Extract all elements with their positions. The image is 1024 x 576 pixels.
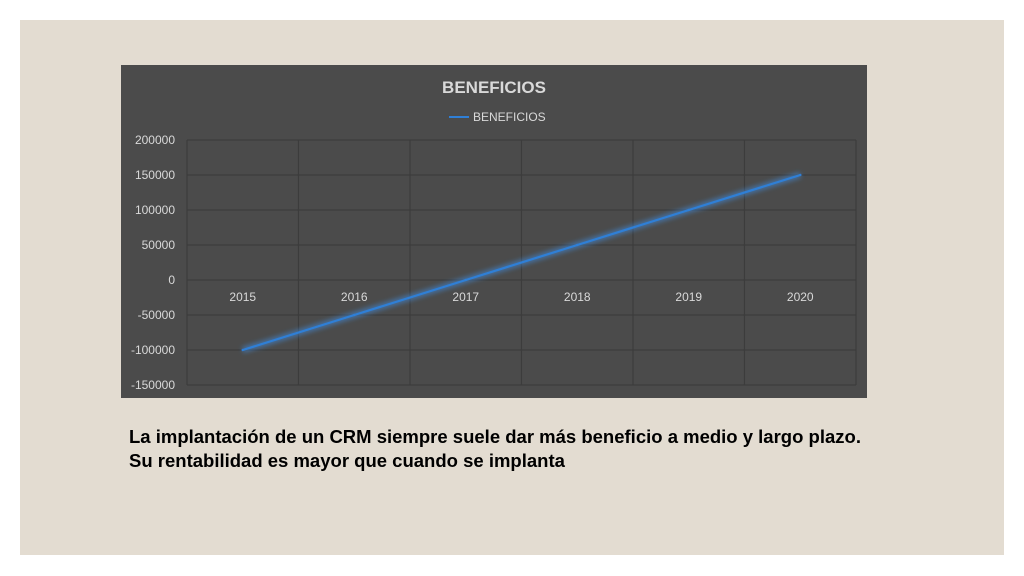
- x-tick-label: 2020: [787, 290, 814, 304]
- legend-label: BENEFICIOS: [473, 110, 546, 124]
- x-axis-ticks: 2015 2016 2017 2018 2019 2020: [229, 290, 814, 304]
- x-tick-label: 2018: [564, 290, 591, 304]
- x-tick-label: 2016: [341, 290, 368, 304]
- series-beneficios: [241, 172, 802, 353]
- data-point: [687, 208, 690, 212]
- y-axis-ticks: 200000 150000 100000 50000 0 -50000 -100000 -15…: [131, 133, 175, 392]
- y-tick-label: -50000: [138, 308, 176, 322]
- data-point: [464, 278, 467, 282]
- slide-caption: La implantación de un CRM siempre suele …: [129, 426, 861, 471]
- y-tick-label: -150000: [131, 378, 175, 392]
- chart-title: BENEFICIOS: [442, 78, 546, 97]
- slide-background: BENEFICIOS BENEFICIOS 200000 150000 100000…: [20, 20, 1004, 555]
- y-tick-label: 150000: [135, 168, 175, 182]
- x-tick-label: 2017: [452, 290, 479, 304]
- x-tick-label: 2015: [229, 290, 256, 304]
- line-chart: BENEFICIOS BENEFICIOS 200000 150000 100000…: [131, 78, 857, 392]
- data-point: [241, 348, 244, 352]
- y-tick-label: 0: [168, 273, 175, 287]
- y-tick-label: 200000: [135, 133, 175, 147]
- chart-legend: BENEFICIOS: [449, 110, 546, 124]
- data-point: [799, 173, 802, 177]
- data-point: [576, 243, 579, 247]
- y-tick-label: 100000: [135, 203, 175, 217]
- x-tick-label: 2019: [675, 290, 702, 304]
- series-line: [241, 173, 802, 352]
- data-point: [353, 313, 356, 317]
- chart-container: BENEFICIOS BENEFICIOS 200000 150000 100000…: [121, 65, 867, 398]
- y-tick-label: -100000: [131, 343, 175, 357]
- y-tick-label: 50000: [142, 238, 176, 252]
